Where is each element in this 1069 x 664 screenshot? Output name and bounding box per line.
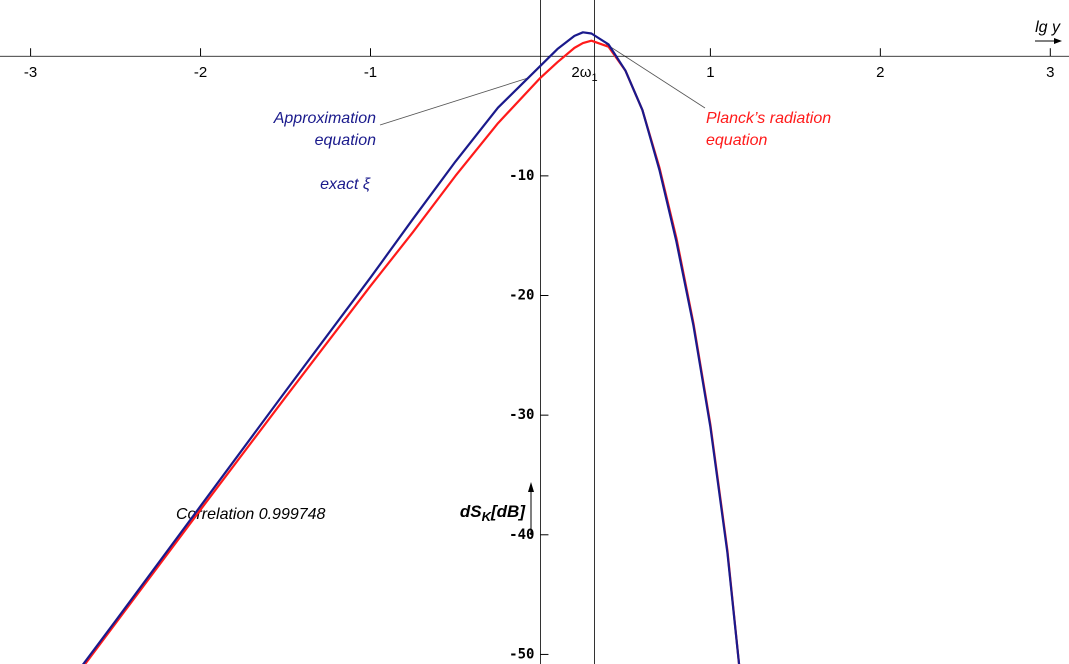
y-tick-label: -50 [509, 646, 534, 662]
axis-arrow [528, 482, 534, 492]
leader-line [379, 77, 529, 126]
series-label: equation [315, 132, 376, 149]
series-label: equation [706, 132, 767, 149]
y-axis-label-part: K [482, 509, 493, 524]
y-axis-label-part: [dB] [490, 502, 526, 521]
reference-label-part: 2ω [571, 64, 591, 81]
x-tick-label: -2 [194, 64, 207, 81]
x-axis-label: lg y [1035, 19, 1061, 36]
annotation: Correlation 0.999748 [176, 506, 326, 523]
y-tick-label: -30 [509, 407, 534, 423]
y-axis-label: dSK[dB] [460, 502, 526, 524]
y-tick-label: -20 [509, 288, 534, 304]
x-tick-label: 2 [876, 64, 884, 81]
leader-line [605, 43, 706, 109]
annotation: exact ξ [320, 176, 371, 193]
series-label: Planck’s radiation [706, 110, 831, 127]
y-tick-label: -40 [509, 527, 534, 543]
x-tick-label: 1 [706, 64, 714, 81]
x-tick-label: 3 [1046, 64, 1054, 81]
x-tick-label: -1 [364, 64, 377, 81]
reference-label-part: 1 [591, 72, 597, 84]
reference-label: 2ω1 [571, 64, 597, 84]
y-tick-label: -10 [509, 168, 534, 184]
y-axis-label-part: dS [460, 502, 482, 521]
series-line [83, 39, 741, 664]
x-tick-label: -3 [24, 64, 37, 81]
series-label: Approximation [273, 110, 376, 127]
axis-arrow [1054, 38, 1062, 44]
series-line [81, 31, 741, 664]
